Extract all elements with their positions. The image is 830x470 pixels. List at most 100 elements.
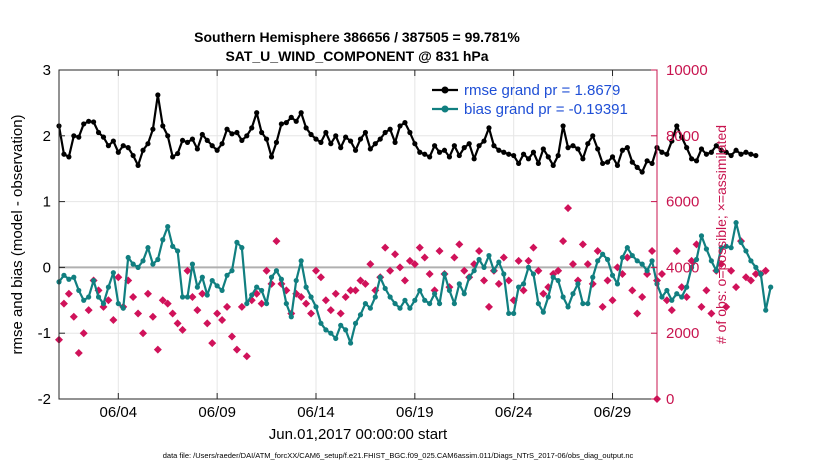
bias-point: [422, 297, 428, 303]
rmse-point: [189, 136, 196, 142]
obs-point: [232, 345, 241, 354]
obs-point: [134, 309, 143, 318]
legend-label-rmse: rmse grand pr = 1.8679: [464, 82, 620, 99]
bias-point: [283, 300, 289, 307]
bias-point: [461, 291, 467, 297]
rmse-point: [511, 152, 517, 159]
obs-point: [697, 302, 706, 311]
rmse-point: [66, 154, 72, 160]
rmse-point: [288, 114, 294, 120]
rmse-point: [570, 143, 576, 149]
obs-point: [529, 243, 538, 252]
bias-point: [451, 300, 457, 307]
obs-point: [227, 332, 236, 341]
rmse-point: [585, 141, 591, 147]
bias-point: [338, 322, 344, 328]
x-tick-label: 06/29: [594, 404, 632, 421]
y-axis-label-right: # of obs: o=possible; ×=assimilated: [713, 125, 729, 344]
bias-point: [555, 277, 561, 284]
obs-point: [183, 266, 192, 275]
rmse-point: [624, 145, 630, 151]
rmse-point: [125, 145, 131, 151]
bias-point: [90, 277, 97, 284]
bias-point: [674, 291, 680, 297]
obs-point: [425, 269, 434, 278]
bias-point: [585, 300, 591, 307]
rmse-point: [100, 134, 107, 140]
bias-point: [580, 300, 586, 307]
bias-point: [293, 277, 299, 284]
obs-point: [104, 296, 113, 305]
bias-point: [412, 297, 418, 303]
bias-point: [219, 287, 225, 294]
data-file-footnote: data file: /Users/raeder/DAI/ATM_forcXX/…: [163, 451, 634, 460]
obs-point: [707, 309, 716, 318]
obs-point: [638, 293, 647, 302]
chart-title: Southern Hemisphere 386656 / 387505 = 99…: [194, 29, 520, 45]
bias-point: [629, 252, 635, 259]
bias-point: [61, 272, 67, 278]
rmse-point: [629, 159, 635, 165]
obs-point: [682, 293, 691, 302]
bias-point: [367, 305, 373, 311]
rmse-point: [81, 121, 87, 127]
bias-point: [199, 274, 205, 280]
obs-point: [129, 293, 138, 302]
rmse-point: [387, 126, 393, 132]
rmse-point: [259, 129, 265, 136]
x-axis-label: Jun.01,2017 00:00:00 start: [269, 426, 448, 443]
rmse-point: [723, 149, 729, 155]
rmse-point: [728, 152, 734, 159]
bias-point: [81, 297, 87, 303]
rmse-point: [263, 136, 270, 142]
obs-point: [460, 266, 469, 275]
bias-point: [560, 294, 566, 300]
bias-point: [417, 287, 423, 294]
obs-point: [143, 289, 152, 298]
rmse-point: [516, 160, 522, 167]
bias-point: [362, 300, 369, 307]
rmse-point: [456, 152, 462, 159]
rmse-point: [436, 149, 443, 155]
rmse-point: [575, 146, 581, 152]
bias-point: [733, 220, 739, 226]
obs-point: [598, 302, 607, 311]
obs-point: [386, 266, 395, 275]
bias-point: [639, 261, 645, 267]
obs-point: [163, 299, 172, 308]
bias-point: [160, 237, 166, 243]
obs-point: [237, 302, 246, 311]
y-tick-label-left: 2: [43, 128, 51, 145]
rmse-point: [204, 137, 210, 144]
obs-point: [667, 306, 676, 315]
rmse-point: [565, 145, 571, 151]
y-tick-label-left: 0: [43, 259, 51, 276]
rmse-point: [560, 123, 566, 129]
rmse-point: [708, 149, 714, 155]
bias-point: [328, 330, 334, 336]
rmse-point: [703, 151, 710, 157]
rmse-point: [333, 133, 339, 139]
bias-point: [758, 271, 764, 277]
obs-point: [69, 312, 78, 321]
rmse-point: [170, 154, 176, 160]
bias-point: [768, 284, 774, 290]
rmse-point: [130, 152, 136, 159]
bias-point: [372, 294, 378, 300]
obs-point: [400, 276, 409, 285]
rmse-point: [165, 133, 171, 139]
obs-point: [307, 309, 316, 318]
obs-point: [539, 289, 548, 298]
bias-point: [288, 314, 294, 320]
bias-point: [397, 305, 403, 311]
obs-point: [391, 250, 400, 259]
rmse-point: [372, 141, 378, 147]
bias-point: [600, 251, 606, 257]
rmse-point: [753, 152, 759, 159]
obs-point: [213, 309, 222, 318]
bias-point: [86, 294, 92, 300]
rmse-point: [135, 162, 141, 169]
obs-point: [356, 276, 365, 285]
bias-point: [165, 224, 171, 230]
bias-point: [753, 264, 759, 270]
